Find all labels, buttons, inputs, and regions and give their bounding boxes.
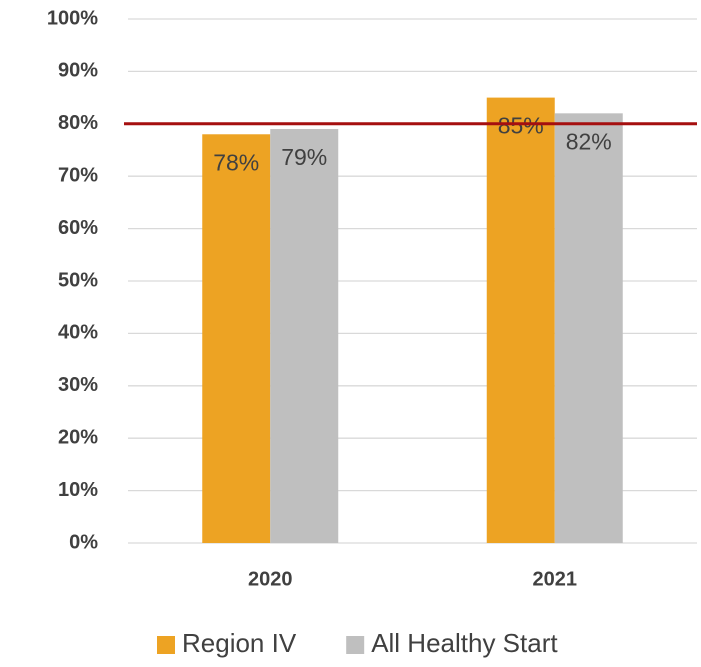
- legend-label: Region IV: [182, 628, 297, 658]
- legend-swatch: [346, 636, 365, 654]
- y-tick-label: 30%: [58, 374, 98, 396]
- y-tick-label: 100%: [47, 7, 98, 29]
- x-tick-label: 2020: [248, 568, 293, 590]
- y-tick-label: 70%: [58, 164, 98, 186]
- x-tick-label: 2021: [533, 568, 578, 590]
- bar: [486, 97, 555, 543]
- data-label: 79%: [281, 144, 327, 170]
- data-label: 85%: [498, 113, 544, 139]
- y-tick-label: 0%: [69, 531, 98, 553]
- bar: [202, 134, 271, 543]
- y-tick-label: 80%: [58, 112, 98, 134]
- y-tick-label: 60%: [58, 217, 98, 239]
- data-label: 78%: [213, 149, 259, 175]
- y-tick-label: 50%: [58, 269, 98, 291]
- legend-label: All Healthy Start: [371, 628, 558, 658]
- legend-swatch: [157, 636, 175, 654]
- y-tick-label: 10%: [58, 479, 98, 501]
- bar: [270, 129, 339, 544]
- bar: [554, 113, 623, 543]
- y-tick-label: 90%: [58, 60, 98, 82]
- y-tick-label: 20%: [58, 426, 98, 448]
- data-label: 82%: [566, 128, 612, 154]
- y-tick-label: 40%: [58, 322, 98, 344]
